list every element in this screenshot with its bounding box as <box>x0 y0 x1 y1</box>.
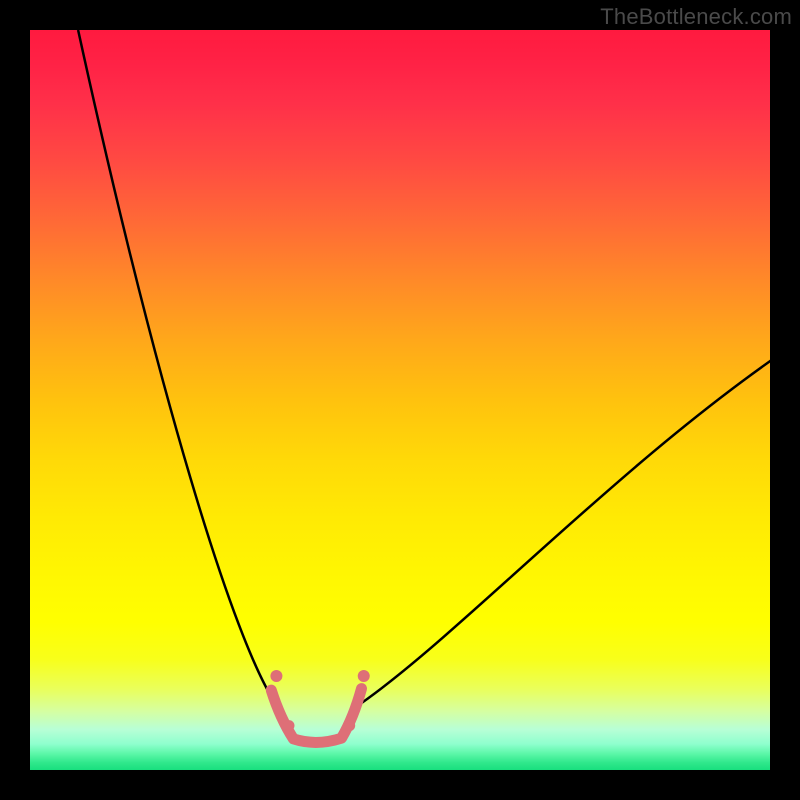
watermark-text: TheBottleneck.com <box>600 4 792 30</box>
plot-background <box>30 30 770 770</box>
bottleneck-chart <box>0 0 800 800</box>
